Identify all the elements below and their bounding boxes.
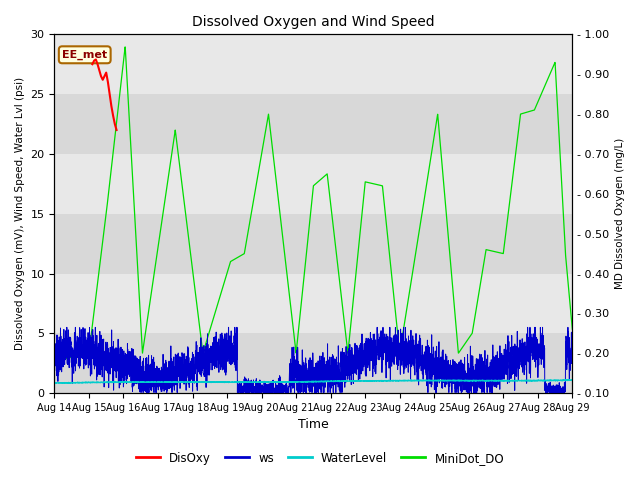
Text: EE_met: EE_met <box>62 49 108 60</box>
Bar <box>54 94 572 154</box>
Bar <box>54 274 572 333</box>
Bar <box>54 35 572 94</box>
Legend: DisOxy, ws, WaterLevel, MiniDot_DO: DisOxy, ws, WaterLevel, MiniDot_DO <box>131 447 509 469</box>
Bar <box>54 154 572 214</box>
Title: Dissolved Oxygen and Wind Speed: Dissolved Oxygen and Wind Speed <box>192 15 435 29</box>
Y-axis label: Dissolved Oxygen (mV), Wind Speed, Water Lvl (psi): Dissolved Oxygen (mV), Wind Speed, Water… <box>15 77 25 350</box>
X-axis label: Time: Time <box>298 419 329 432</box>
Bar <box>54 333 572 393</box>
Bar <box>54 214 572 274</box>
Y-axis label: MD Dissolved Oxygen (mg/L): MD Dissolved Oxygen (mg/L) <box>615 138 625 289</box>
